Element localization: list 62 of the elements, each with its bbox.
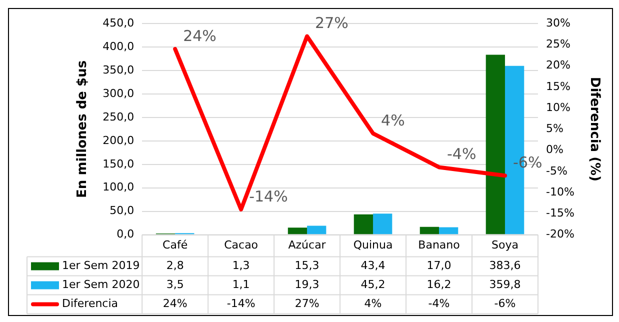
x-tick-label: Cacao [224,238,258,252]
x-tick-label: Quinua [353,238,393,252]
text: 27% [315,14,348,32]
data-label: 16,2 [426,278,452,292]
bar [373,214,392,234]
data-label: 17,0 [426,259,452,272]
y-tick-label: 100,0 [102,180,134,194]
data-label: -4% [428,297,450,310]
y2-tick-label: 15% [546,80,570,93]
bar [439,227,458,234]
bar [486,54,505,234]
y-tick-label: 400,0 [102,40,134,53]
data-label: 24% [162,297,188,310]
data-label: 2,8 [166,259,184,272]
y-tick-label: 150,0 [102,157,134,170]
x-tick-label: Banano [418,238,460,252]
data-label: 1,1 [232,278,250,292]
y2-tick-label: -20% [546,228,574,241]
y-tick-label: 0,0 [116,228,134,241]
data-label: 45,2 [360,278,386,292]
data-label: 19,3 [294,278,320,292]
y-tick-label: 300,0 [102,86,134,100]
legend-label: 1er Sem 2019 [62,259,140,272]
legend-label: 1er Sem 2020 [62,278,140,292]
data-label: 383,6 [489,259,521,272]
y2-tick-label: 20% [546,58,570,72]
data-label: -14% [226,297,256,310]
text: 24% [183,26,216,45]
y-axis-title: En millones de $us [75,60,90,198]
legend-label: Diferencia [62,297,118,310]
text: -4% [447,145,476,164]
text: -14% [249,187,288,206]
y2-tick-label: 30% [546,16,570,30]
y2-tick-label: -10% [546,185,574,198]
data-label: 43,4 [360,259,386,272]
data-label: 3,5 [166,278,184,292]
y2-tick-label: 5% [546,122,564,136]
x-tick-label: Azúcar [288,238,326,252]
bar [288,228,308,234]
x-tick-label: Soya [492,238,518,252]
y-tick-label: 250,0 [102,110,134,124]
y-tick-label: 200,0 [102,134,134,147]
text: 4% [381,111,405,130]
bar [307,226,326,234]
y2-axis-title: Diferencia (%) [586,76,602,182]
y2-tick-label: -5% [546,164,568,178]
y2-tick-label: -15% [546,206,574,220]
data-label: -6% [494,297,516,310]
y-tick-label: 350,0 [102,63,134,76]
y2-tick-label: 10% [546,100,570,114]
data-label: 15,3 [294,259,320,272]
data-label: 1,3 [232,259,250,272]
y2-tick-label: 25% [546,38,570,51]
y-tick-label: 450,0 [102,16,134,30]
y-tick-label: 50,0 [110,204,134,218]
data-label: 359,8 [489,278,521,292]
bar [420,226,440,234]
x-tick-label: Café [162,238,188,252]
y2-tick-label: 0% [546,143,564,156]
data-label: 27% [294,297,320,310]
data-label: 4% [364,297,382,310]
bar [354,214,374,234]
